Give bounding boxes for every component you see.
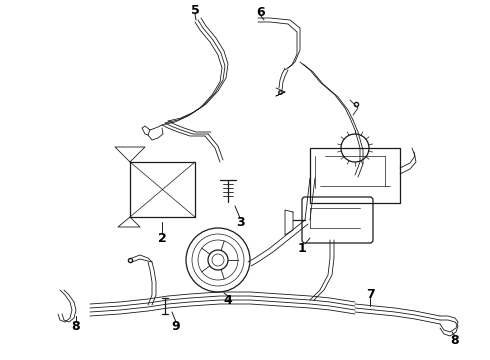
Text: 7: 7 bbox=[366, 288, 374, 301]
Text: 2: 2 bbox=[158, 231, 167, 244]
Text: 8: 8 bbox=[72, 320, 80, 333]
Text: 8: 8 bbox=[451, 333, 459, 346]
Text: 5: 5 bbox=[191, 4, 199, 17]
Text: 6: 6 bbox=[257, 5, 265, 18]
Text: 3: 3 bbox=[236, 216, 245, 229]
Text: 4: 4 bbox=[223, 293, 232, 306]
Text: 9: 9 bbox=[172, 320, 180, 333]
Bar bbox=[310, 148, 400, 203]
Text: 1: 1 bbox=[297, 242, 306, 255]
